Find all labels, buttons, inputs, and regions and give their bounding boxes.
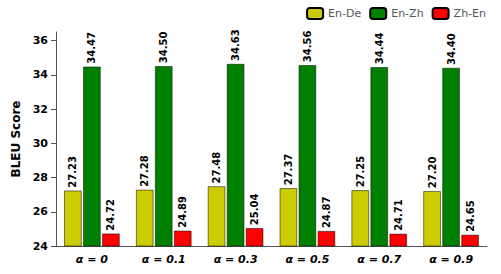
svg-text:27.48: 27.48: [211, 152, 222, 184]
svg-text:α = 0.9: α = 0.9: [429, 253, 473, 266]
svg-text:En-Zh: En-Zh: [391, 7, 423, 20]
svg-text:34.63: 34.63: [230, 29, 241, 61]
svg-text:32: 32: [33, 103, 48, 116]
svg-text:27.20: 27.20: [427, 157, 438, 189]
svg-text:24.72: 24.72: [105, 199, 116, 231]
svg-text:34.47: 34.47: [86, 32, 97, 64]
svg-text:26: 26: [33, 205, 49, 218]
svg-text:34.40: 34.40: [446, 33, 457, 65]
svg-text:25.04: 25.04: [249, 194, 260, 226]
svg-text:α = 0.7: α = 0.7: [357, 253, 401, 266]
svg-text:36: 36: [33, 34, 49, 47]
svg-text:27.28: 27.28: [139, 155, 150, 187]
svg-text:α = 0.3: α = 0.3: [214, 253, 258, 266]
svg-text:24.89: 24.89: [177, 196, 188, 228]
svg-text:30: 30: [33, 137, 49, 150]
svg-text:24.87: 24.87: [321, 196, 332, 228]
svg-text:27.25: 27.25: [355, 156, 366, 188]
svg-text:24.65: 24.65: [465, 200, 476, 232]
svg-text:α = 0.1: α = 0.1: [142, 253, 186, 266]
svg-text:34.56: 34.56: [302, 31, 313, 63]
svg-text:34.44: 34.44: [374, 33, 385, 65]
svg-text:27.37: 27.37: [283, 154, 294, 186]
svg-text:34: 34: [33, 68, 49, 81]
svg-text:34.50: 34.50: [158, 32, 169, 64]
svg-text:α = 0.5: α = 0.5: [285, 253, 329, 266]
svg-text:24: 24: [33, 240, 49, 253]
svg-text:Zh-En: Zh-En: [454, 7, 486, 20]
svg-text:BLEU Score: BLEU Score: [9, 101, 23, 178]
svg-text:α = 0: α = 0: [76, 253, 108, 266]
svg-text:28: 28: [33, 171, 48, 184]
svg-text:24.71: 24.71: [393, 199, 404, 231]
svg-text:En-De: En-De: [328, 7, 361, 20]
svg-text:27.23: 27.23: [67, 156, 78, 188]
